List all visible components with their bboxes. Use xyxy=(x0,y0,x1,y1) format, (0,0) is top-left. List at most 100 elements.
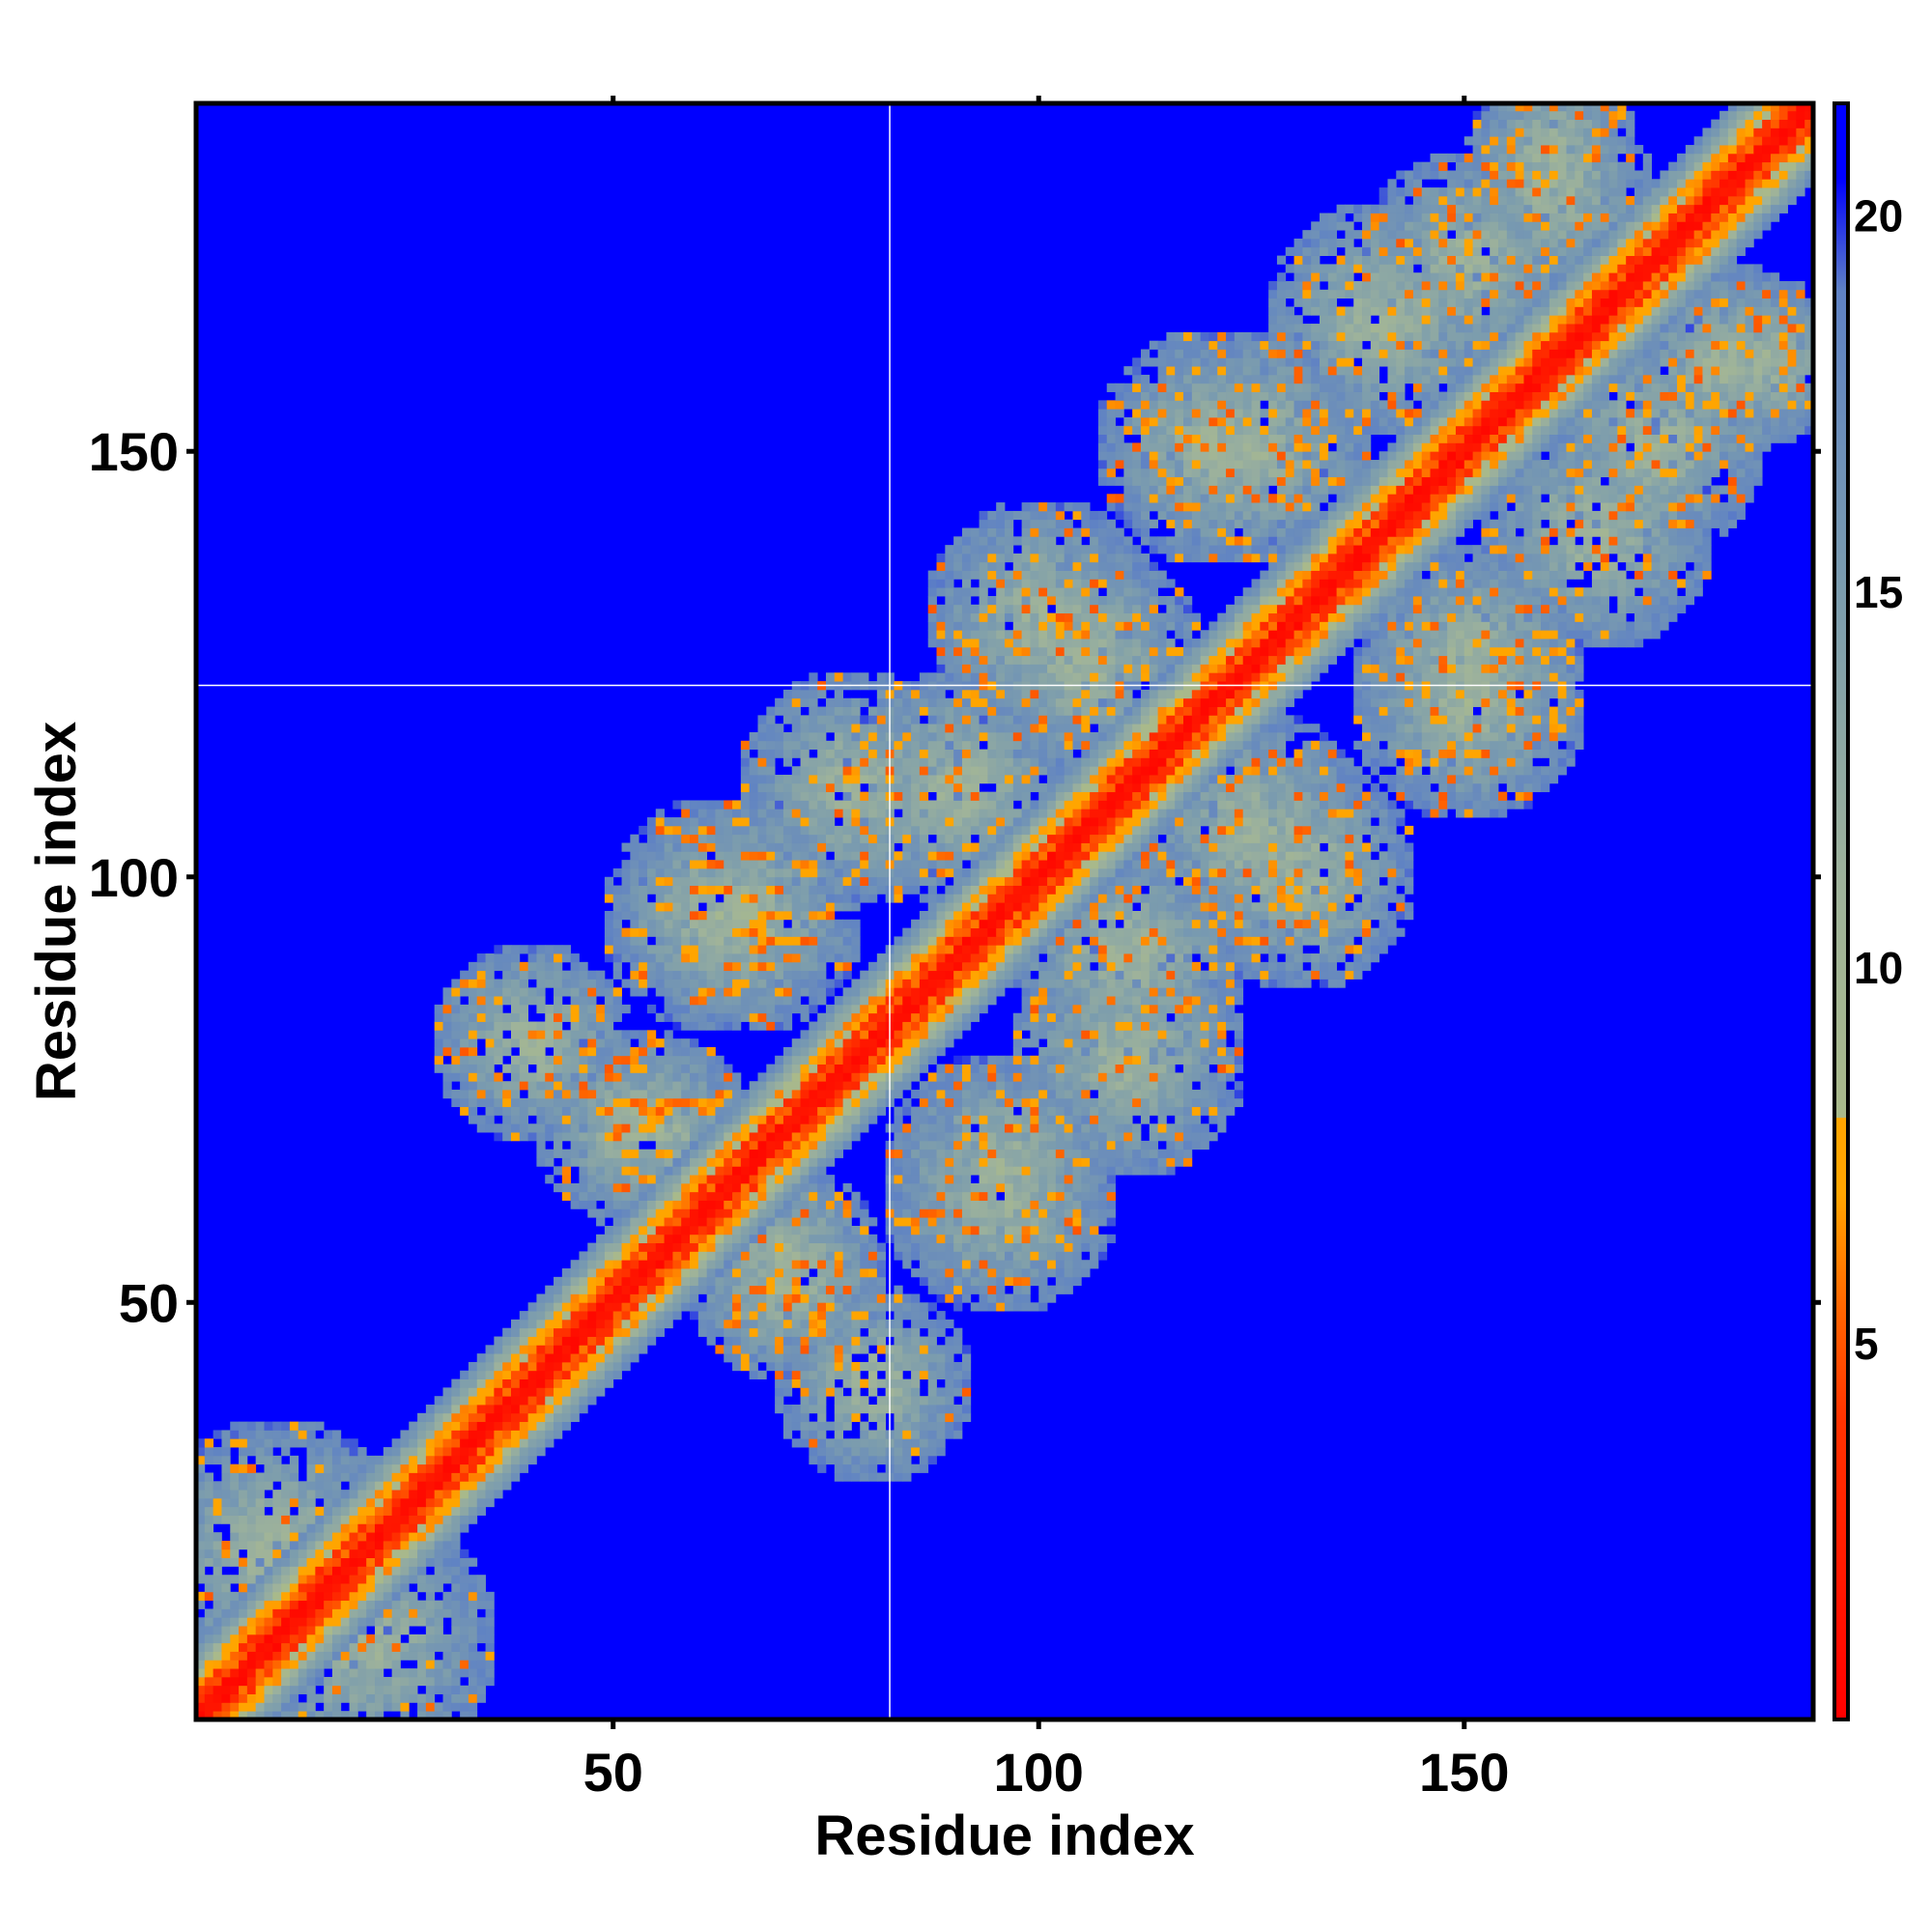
heatmap-cell xyxy=(766,945,776,954)
heatmap-cell xyxy=(894,1412,903,1423)
heatmap-cell xyxy=(876,1311,887,1321)
heatmap-cell xyxy=(732,1090,742,1099)
heatmap-cell xyxy=(604,1234,614,1244)
heatmap-cell xyxy=(953,945,963,954)
heatmap-cell xyxy=(919,1302,929,1312)
heatmap-cell xyxy=(519,1455,529,1465)
heatmap-cell xyxy=(1005,1251,1014,1261)
heatmap-cell xyxy=(902,1166,912,1176)
heatmap-cell xyxy=(919,1038,929,1048)
heatmap-cell xyxy=(570,1319,580,1329)
heatmap-cell xyxy=(782,961,793,972)
heatmap-cell xyxy=(757,1242,767,1252)
heatmap-cell xyxy=(272,1660,282,1669)
heatmap-cell xyxy=(289,1693,299,1703)
heatmap-cell xyxy=(272,1668,282,1678)
heatmap-cell xyxy=(655,961,665,972)
heatmap-cell xyxy=(306,1490,316,1499)
heatmap-cell xyxy=(1140,1140,1151,1151)
heatmap-cell xyxy=(757,1260,767,1269)
heatmap-cell xyxy=(911,1430,921,1439)
heatmap-cell xyxy=(902,1336,912,1346)
heatmap-cell xyxy=(1038,1260,1048,1269)
heatmap-cell xyxy=(1157,1004,1167,1014)
heatmap-cell xyxy=(809,1132,827,1142)
heatmap-cell xyxy=(468,996,478,1006)
heatmap-cell xyxy=(945,1268,954,1278)
heatmap-cell xyxy=(519,1447,529,1457)
heatmap-cell xyxy=(672,1046,682,1057)
heatmap-cell xyxy=(630,1336,639,1346)
heatmap-cell xyxy=(639,1242,648,1252)
heatmap-cell xyxy=(1097,1242,1108,1252)
heatmap-cell xyxy=(391,1702,401,1712)
heatmap-cell xyxy=(1064,1055,1073,1065)
heatmap-cell xyxy=(664,1149,673,1158)
heatmap-cell xyxy=(239,1557,248,1567)
heatmap-cell xyxy=(221,1430,231,1439)
heatmap-cell xyxy=(1064,1115,1073,1124)
heatmap-cell xyxy=(1140,1166,1151,1176)
heatmap-cell xyxy=(561,1285,572,1294)
heatmap-cell xyxy=(690,1311,699,1321)
heatmap-cell xyxy=(1081,1064,1091,1073)
heatmap-cell xyxy=(791,1004,801,1014)
heatmap-cell xyxy=(494,1463,503,1473)
heatmap-cell xyxy=(604,1140,614,1151)
heatmap-cell xyxy=(664,1055,682,1065)
heatmap-cell xyxy=(213,1575,222,1584)
heatmap-cell xyxy=(1021,1200,1031,1209)
heatmap-cell xyxy=(749,1182,758,1193)
heatmap-cell xyxy=(902,1327,912,1337)
heatmap-cell xyxy=(936,1081,946,1091)
heatmap-cell xyxy=(690,1149,699,1158)
heatmap-cell xyxy=(681,970,691,980)
heatmap-cell xyxy=(417,1617,427,1627)
heatmap-cell xyxy=(246,1540,257,1550)
heatmap-cell xyxy=(868,1293,878,1303)
heatmap-cell xyxy=(468,1081,478,1091)
heatmap-cell xyxy=(536,970,546,980)
heatmap-cell xyxy=(825,1072,836,1082)
heatmap-cell xyxy=(646,1327,657,1337)
heatmap-cell xyxy=(860,1217,869,1227)
heatmap-cell xyxy=(324,1490,333,1499)
heatmap-cell xyxy=(936,1387,946,1397)
heatmap-cell xyxy=(1200,1021,1209,1031)
heatmap-cell xyxy=(596,1012,606,1022)
heatmap-cell xyxy=(630,1140,639,1151)
heatmap-cell xyxy=(766,961,776,972)
heatmap-cell xyxy=(911,1345,921,1354)
heatmap-cell xyxy=(1021,1260,1031,1269)
heatmap-cell xyxy=(357,1575,367,1584)
heatmap-cell xyxy=(289,1523,299,1533)
heatmap-cell xyxy=(945,1081,954,1091)
heatmap-cell xyxy=(697,936,708,946)
heatmap-cell xyxy=(417,1438,427,1448)
heatmap-cell xyxy=(732,1361,742,1372)
heatmap-cell xyxy=(834,1030,843,1039)
heatmap-cell xyxy=(911,1370,921,1379)
heatmap-cell xyxy=(468,1030,478,1039)
heatmap-cell xyxy=(860,1038,878,1048)
heatmap-cell xyxy=(349,1693,358,1703)
heatmap-cell xyxy=(324,1642,333,1652)
heatmap-cell xyxy=(860,1276,869,1287)
heatmap-cell xyxy=(383,1557,401,1567)
heatmap-cell xyxy=(417,1676,427,1687)
heatmap-cell xyxy=(1038,1115,1048,1124)
heatmap-cell xyxy=(485,1123,495,1133)
heatmap-cell xyxy=(221,1481,231,1491)
heatmap-cell xyxy=(1038,1123,1048,1133)
heatmap-cell xyxy=(681,979,691,988)
heatmap-cell xyxy=(527,1055,537,1065)
heatmap-cell xyxy=(800,1132,810,1142)
heatmap-cell xyxy=(655,1225,665,1236)
heatmap-cell xyxy=(842,953,852,963)
heatmap-cell xyxy=(230,1626,240,1635)
heatmap-cell xyxy=(945,1378,954,1388)
heatmap-cell xyxy=(655,1106,665,1116)
heatmap-cell xyxy=(996,1115,1006,1124)
heatmap-cell xyxy=(740,1200,751,1209)
heatmap-cell xyxy=(757,945,767,954)
